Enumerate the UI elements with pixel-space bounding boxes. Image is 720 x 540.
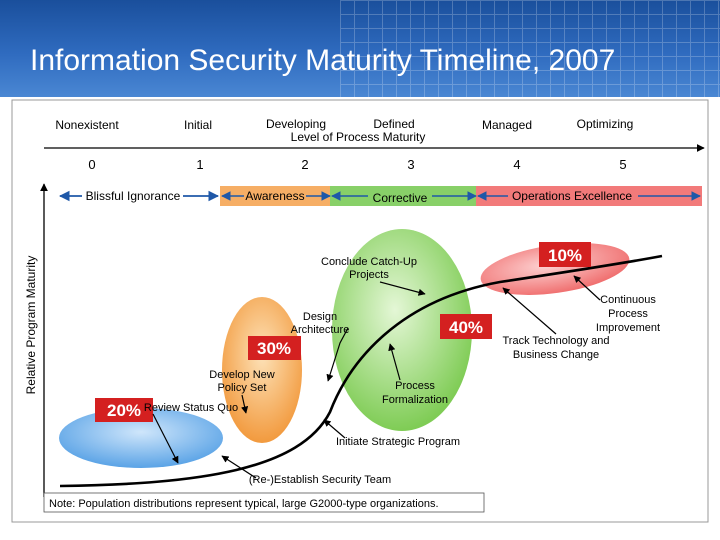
banner-grid-pattern — [340, 0, 720, 97]
level-number-5: 5 — [619, 157, 626, 172]
annotation-develop-policy-line2: Policy Set — [218, 382, 267, 394]
awareness-percent: 30% — [257, 339, 291, 358]
operations-percent-box — [539, 242, 591, 267]
note-box — [43, 492, 485, 513]
level-label-optimizing: Optimizing — [577, 117, 634, 131]
level-label-nonexistent: Nonexistent — [55, 118, 119, 132]
level-label-managed: Managed — [482, 118, 532, 132]
maturity-s-curve — [59, 254, 663, 488]
process-formalization-pointer — [388, 343, 401, 381]
reestablish-pointer — [221, 455, 257, 479]
design-architecture-pointer — [326, 327, 349, 382]
diagram-frame — [11, 99, 709, 523]
phase-label-ignorance: Blissful Ignorance — [86, 189, 181, 203]
awareness-percent-box — [248, 336, 301, 360]
level-number-4: 4 — [513, 157, 520, 172]
annotation-design-architecture-line2: Architecture — [291, 324, 350, 336]
annotation-track-technology-line2: Business Change — [513, 349, 599, 361]
level-label-initial: Initial — [184, 118, 212, 132]
corrective-percent: 40% — [449, 318, 483, 337]
level-number-0: 0 — [88, 157, 95, 172]
ignorance-percent-box — [95, 398, 153, 422]
level-number-3: 3 — [407, 157, 414, 172]
annotation-develop-policy-line1: Develop New — [209, 369, 274, 381]
annotation-design-architecture-line1: Design — [303, 311, 337, 323]
population-note: Note: Population distributions represent… — [49, 498, 439, 510]
operations-population-ellipse — [480, 243, 630, 295]
y-axis-label: Relative Program Maturity — [24, 256, 38, 395]
annotation-continuous-line1: Continuous — [600, 294, 656, 306]
annotation-process-formalization-line2: Formalization — [382, 394, 448, 406]
annotation-continuous-line3: Improvement — [596, 322, 660, 334]
review-status-pointer — [152, 413, 179, 464]
annotation-reestablish: (Re-)Establish Security Team — [249, 474, 391, 486]
annotation-initiate-strategic: Initiate Strategic Program — [336, 436, 460, 448]
level-label-developing: Developing — [266, 117, 326, 131]
level-label-defined: Defined — [373, 117, 414, 131]
annotation-conclude-catchup-line2: Projects — [349, 269, 389, 281]
annotation-process-formalization-line1: Process — [395, 380, 435, 392]
corrective-population-ellipse — [332, 229, 472, 431]
phase-label-operations: Operations Excellence — [512, 189, 632, 203]
annotation-review-status: Review Status Quo — [144, 402, 238, 414]
operations-percent: 10% — [548, 246, 582, 265]
annotation-conclude-catchup-line1: Conclude Catch-Up — [321, 256, 417, 268]
title-banner: Information Security Maturity Timeline, … — [0, 0, 720, 97]
annotation-continuous-line2: Process — [608, 308, 648, 320]
operations-band — [476, 186, 702, 206]
annotation-track-technology-line1: Track Technology and — [502, 335, 609, 347]
initiate-strategic-pointer — [323, 419, 346, 439]
level-number-1: 1 — [196, 157, 203, 172]
slide-title: Information Security Maturity Timeline, … — [30, 44, 616, 77]
ignorance-percent: 20% — [107, 401, 141, 420]
continuous-improvement-pointer — [573, 275, 601, 301]
corrective-band — [330, 186, 476, 206]
ignorance-population-ellipse — [59, 408, 223, 468]
x-axis-label: Level of Process Maturity — [291, 130, 426, 144]
conclude-catchup-pointer — [379, 281, 426, 296]
phase-label-awareness: Awareness — [245, 189, 304, 203]
corrective-percent-box — [440, 314, 492, 339]
phase-label-corrective: Corrective — [373, 191, 428, 205]
develop-policy-pointer — [241, 394, 249, 414]
awareness-band — [220, 186, 330, 206]
level-number-2: 2 — [301, 157, 308, 172]
track-technology-pointer — [502, 287, 557, 335]
